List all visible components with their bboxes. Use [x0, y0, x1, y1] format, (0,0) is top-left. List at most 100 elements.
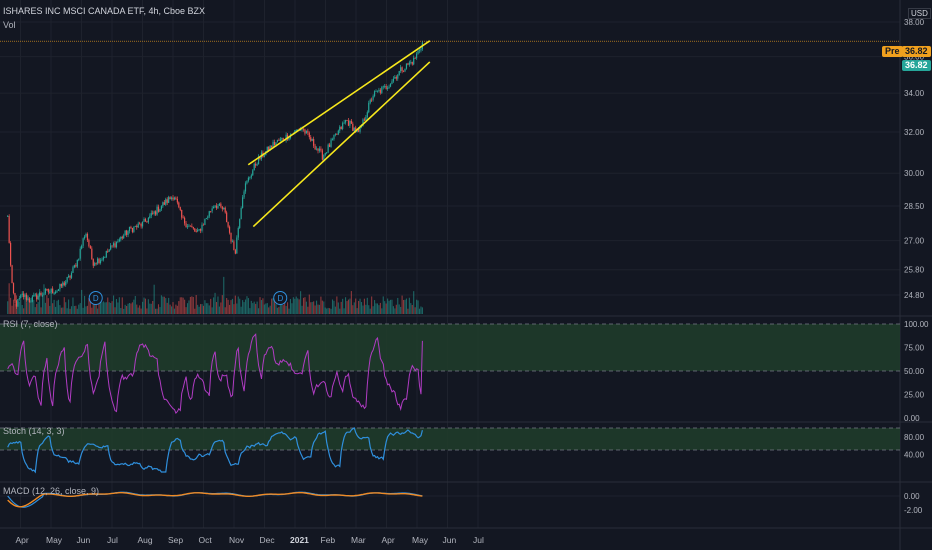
candle — [68, 275, 70, 278]
candle — [389, 83, 392, 87]
volume-bar — [331, 299, 334, 314]
volume-bar — [166, 302, 168, 314]
rsi-axis-tick: 50.00 — [904, 367, 925, 376]
candle — [230, 232, 232, 242]
volume-bar — [195, 295, 197, 314]
candle — [136, 225, 138, 228]
time-axis-tick: Apr — [16, 535, 29, 545]
candle — [170, 197, 173, 199]
stoch-axis-tick: 80.00 — [904, 433, 925, 442]
volume-bar — [253, 301, 255, 314]
candle — [397, 74, 399, 79]
volume-bar — [343, 308, 345, 314]
volume-bar — [134, 296, 136, 314]
volume-bar — [92, 299, 94, 314]
volume-bar — [10, 297, 12, 314]
volume-bar — [152, 300, 154, 314]
candle — [210, 211, 212, 212]
volume-bar — [120, 308, 122, 314]
volume-bar — [86, 305, 89, 314]
volume-bar — [276, 307, 278, 314]
candle — [375, 90, 377, 92]
candle — [10, 242, 12, 266]
volume-bar — [311, 301, 313, 314]
candle — [111, 245, 113, 247]
stoch-axis-tick: 40.00 — [904, 450, 925, 459]
volume-bar — [391, 299, 393, 314]
volume-bar — [205, 303, 207, 314]
candle — [236, 237, 238, 254]
candle — [160, 206, 163, 210]
volume-bar — [17, 302, 19, 314]
volume-bar — [413, 291, 415, 314]
candle — [52, 288, 54, 294]
volume-bar — [304, 297, 306, 314]
volume-bar — [113, 295, 115, 314]
candle — [307, 130, 309, 133]
candle — [24, 294, 26, 298]
volume-bar — [102, 301, 104, 314]
volume-bar — [55, 306, 57, 314]
volume-bar — [69, 308, 71, 314]
volume-bar — [379, 302, 381, 314]
macd-axis-tick: 0.00 — [904, 492, 920, 501]
macd-pane-title[interactable]: MACD (12, 26, close, 9) — [3, 486, 100, 496]
volume-bar — [289, 298, 292, 314]
volume-bar — [185, 307, 187, 314]
candle — [150, 212, 152, 216]
volume-bar — [333, 300, 335, 314]
rsi-pane-title[interactable]: RSI (7, close) — [3, 319, 58, 329]
volume-bar — [376, 303, 379, 314]
volume-bar — [421, 307, 423, 314]
candle — [234, 250, 236, 254]
volume-bar — [37, 302, 39, 314]
candle — [401, 67, 403, 72]
volume-bar — [291, 303, 293, 314]
stoch-pane-title[interactable]: Stoch (14, 3, 3) — [3, 426, 65, 436]
candle — [179, 207, 181, 210]
candle — [159, 209, 161, 212]
volume-bar — [347, 299, 350, 314]
candle — [320, 148, 322, 151]
time-axis-tick: Feb — [321, 535, 336, 545]
volume-bar — [150, 303, 152, 314]
volume-bar — [59, 305, 61, 314]
currency-label[interactable]: USD — [908, 8, 931, 19]
candle — [371, 99, 373, 101]
volume-bar — [224, 307, 226, 314]
volume-label: Vol — [3, 20, 16, 30]
volume-bar — [149, 303, 151, 314]
candle — [311, 139, 313, 141]
candle — [255, 163, 257, 166]
candle — [263, 155, 265, 157]
candle — [363, 119, 366, 121]
volume-bar — [21, 304, 23, 314]
volume-bar — [385, 303, 387, 314]
candle — [168, 197, 170, 203]
volume-bar — [172, 302, 174, 314]
candle — [358, 129, 360, 132]
volume-bar — [279, 304, 281, 314]
candle — [247, 177, 250, 181]
volume-bar — [408, 297, 410, 314]
candle — [186, 226, 189, 228]
symbol-title[interactable]: ISHARES INC MSCI CANADA ETF, 4h, Cboe BZ… — [3, 6, 206, 16]
volume-bar — [375, 303, 377, 314]
volume-bar — [156, 308, 158, 314]
candle — [353, 127, 355, 131]
volume-bar — [404, 299, 406, 314]
volume-bar — [79, 303, 81, 314]
candle — [83, 236, 86, 239]
volume-bar — [362, 305, 364, 314]
time-axis-tick: Dec — [260, 535, 276, 545]
volume-bar — [307, 306, 309, 314]
candle — [208, 211, 210, 217]
price-axis-tick: 36.00 — [904, 53, 925, 62]
candle — [104, 257, 106, 258]
candle — [152, 212, 154, 214]
candle — [379, 89, 381, 93]
volume-bar — [314, 305, 316, 314]
volume-bar — [353, 302, 355, 314]
candle — [407, 63, 409, 65]
